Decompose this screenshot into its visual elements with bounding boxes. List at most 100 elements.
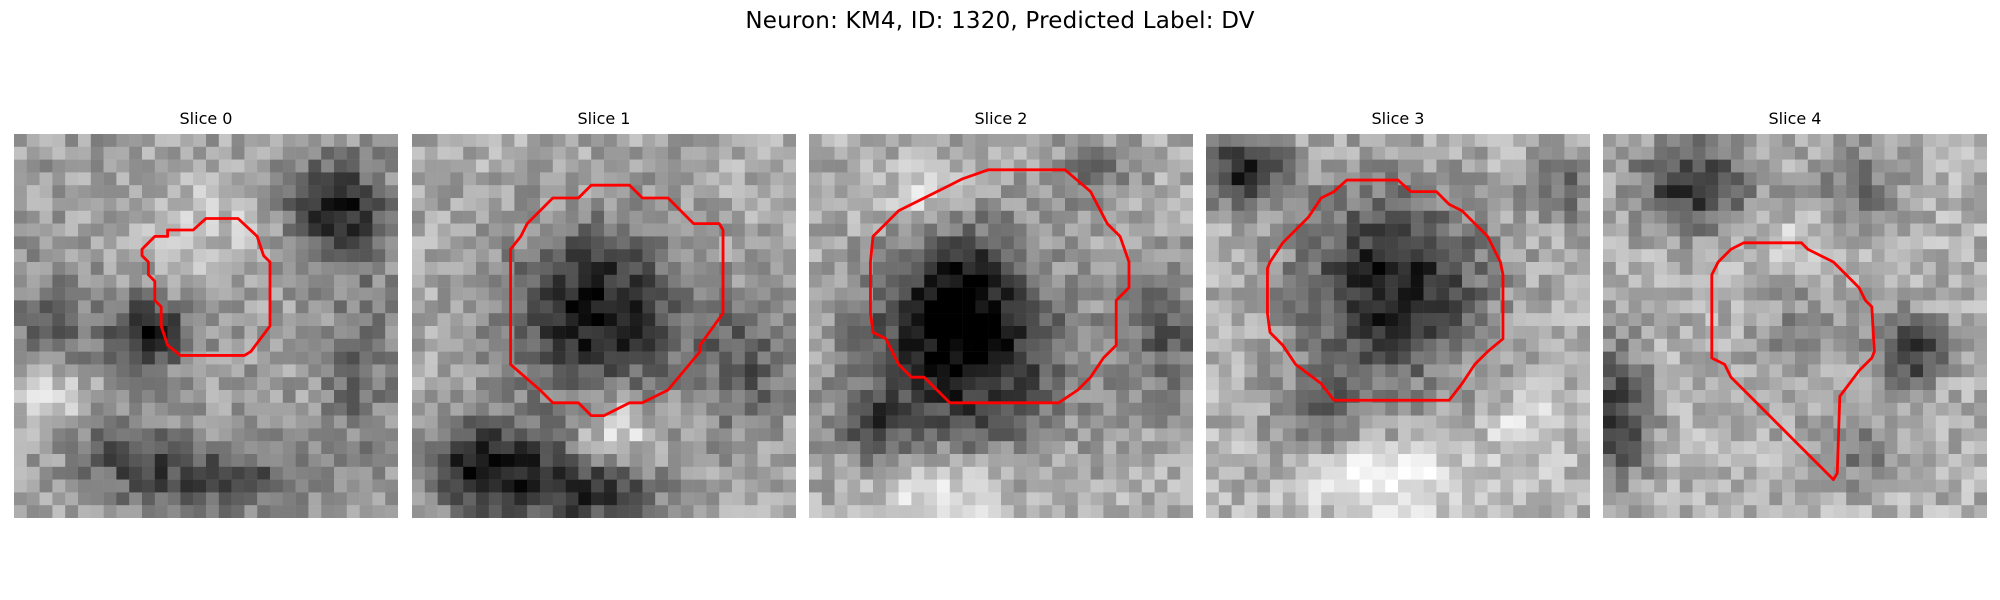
pixel bbox=[1807, 479, 1821, 493]
pixel bbox=[668, 185, 682, 199]
pixel bbox=[167, 210, 181, 224]
pixel bbox=[1820, 262, 1834, 276]
pixel bbox=[334, 159, 348, 173]
pixel bbox=[1846, 146, 1860, 160]
pixel bbox=[642, 300, 656, 314]
pixel bbox=[1526, 249, 1540, 263]
pixel bbox=[1923, 441, 1937, 455]
pixel bbox=[937, 274, 951, 288]
pixel bbox=[962, 159, 976, 173]
pixel bbox=[706, 274, 720, 288]
pixel bbox=[103, 415, 117, 429]
pixel bbox=[578, 159, 592, 173]
pixel bbox=[206, 236, 220, 250]
pixel bbox=[1398, 262, 1412, 276]
pixel bbox=[1334, 428, 1348, 442]
pixel bbox=[591, 300, 605, 314]
pixel bbox=[1013, 428, 1027, 442]
pixel bbox=[463, 377, 477, 391]
pixel bbox=[142, 454, 156, 468]
pixel bbox=[193, 146, 207, 160]
pixel bbox=[1001, 402, 1015, 416]
pixel bbox=[103, 146, 117, 160]
pixel bbox=[1462, 274, 1476, 288]
pixel bbox=[1180, 351, 1193, 365]
pixel bbox=[218, 415, 232, 429]
pixel bbox=[975, 505, 989, 518]
pixel bbox=[1385, 505, 1399, 518]
pixel bbox=[1231, 223, 1245, 237]
pixel bbox=[552, 338, 566, 352]
pixel bbox=[154, 185, 168, 199]
pixel bbox=[1859, 479, 1873, 493]
pixel bbox=[757, 441, 771, 455]
pixel bbox=[591, 505, 605, 518]
pixel bbox=[604, 313, 618, 327]
pixel bbox=[924, 274, 938, 288]
pixel bbox=[706, 262, 720, 276]
pixel bbox=[1667, 146, 1681, 160]
pixel bbox=[629, 249, 643, 263]
pixel bbox=[885, 313, 899, 327]
pixel bbox=[1692, 287, 1706, 301]
pixel bbox=[1513, 402, 1527, 416]
slice-image-4 bbox=[1603, 134, 1987, 518]
pixel bbox=[988, 351, 1002, 365]
pixel bbox=[1628, 198, 1642, 212]
pixel bbox=[1500, 454, 1514, 468]
pixel bbox=[103, 402, 117, 416]
pixel bbox=[1423, 492, 1437, 506]
pixel bbox=[655, 402, 669, 416]
pixel bbox=[873, 415, 887, 429]
pixel bbox=[65, 326, 79, 340]
pixel bbox=[783, 185, 796, 199]
pixel bbox=[295, 492, 309, 506]
pixel bbox=[1206, 402, 1220, 416]
pixel bbox=[463, 326, 477, 340]
pixel bbox=[552, 390, 566, 404]
pixel bbox=[1935, 364, 1949, 378]
pixel bbox=[1129, 466, 1143, 480]
pixel bbox=[412, 492, 426, 506]
pixel bbox=[78, 146, 92, 160]
pixel bbox=[1577, 249, 1590, 263]
pixel bbox=[1013, 338, 1027, 352]
pixel bbox=[1871, 479, 1885, 493]
pixel bbox=[885, 364, 899, 378]
pixel bbox=[668, 441, 682, 455]
pixel bbox=[1474, 313, 1488, 327]
pixel bbox=[744, 236, 758, 250]
pixel bbox=[706, 479, 720, 493]
pixel bbox=[424, 185, 438, 199]
pixel bbox=[1321, 466, 1335, 480]
pixel bbox=[1474, 492, 1488, 506]
pixel bbox=[693, 185, 707, 199]
pixel bbox=[1538, 415, 1552, 429]
pixel bbox=[90, 313, 104, 327]
pixel bbox=[218, 492, 232, 506]
pixel bbox=[295, 198, 309, 212]
pixel bbox=[270, 402, 284, 416]
pixel bbox=[873, 236, 887, 250]
pixel bbox=[14, 146, 28, 160]
pixel bbox=[1615, 185, 1629, 199]
pixel bbox=[359, 313, 373, 327]
pixel bbox=[129, 185, 143, 199]
pixel bbox=[1103, 351, 1117, 365]
pixel bbox=[359, 338, 373, 352]
pixel bbox=[180, 441, 194, 455]
pixel bbox=[1884, 441, 1898, 455]
pixel bbox=[1654, 492, 1668, 506]
pixel bbox=[1308, 236, 1322, 250]
pixel bbox=[437, 338, 451, 352]
pixel bbox=[476, 402, 490, 416]
pixel bbox=[1257, 236, 1271, 250]
pixel bbox=[1615, 492, 1629, 506]
pixel bbox=[412, 313, 426, 327]
pixel bbox=[1167, 338, 1181, 352]
pixel bbox=[578, 326, 592, 340]
pixel bbox=[1206, 351, 1220, 365]
pixel bbox=[116, 377, 130, 391]
pixel bbox=[412, 262, 426, 276]
pixel bbox=[770, 492, 784, 506]
